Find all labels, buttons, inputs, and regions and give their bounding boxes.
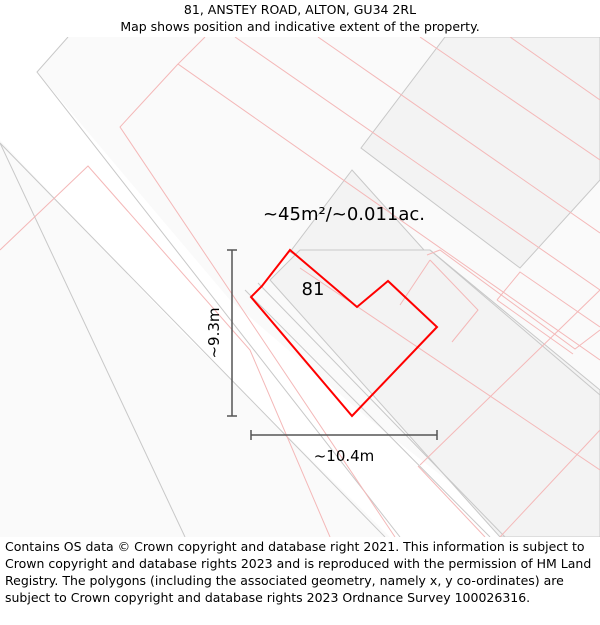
road-edges — [244, 249, 600, 537]
width-dimension-label: ~10.4m — [314, 447, 375, 465]
building-block-lower — [269, 249, 600, 537]
height-dimension-label: ~9.3m — [205, 307, 223, 358]
map-header: 81, ANSTEY ROAD, ALTON, GU34 2RL Map sho… — [0, 0, 600, 37]
map-canvas: ~45m²/~0.011ac. 81 ~9.3m ~10.4m — [0, 37, 600, 537]
property-address: 81, ANSTEY ROAD, ALTON, GU34 2RL — [183, 2, 417, 17]
map-subtitle: Map shows position and indicative extent… — [120, 19, 480, 34]
property-map[interactable]: ~45m²/~0.011ac. 81 ~9.3m ~10.4m — [0, 37, 600, 537]
area-label: ~45m²/~0.011ac. — [263, 204, 425, 225]
building-outlines — [0, 37, 401, 537]
height-dimension-line — [227, 249, 237, 417]
building-block-upper — [360, 37, 600, 269]
plot-number-label: 81 — [302, 279, 325, 300]
copyright-attribution: Contains OS data © Crown copyright and d… — [5, 539, 592, 605]
property-boundary[interactable] — [249, 248, 439, 418]
width-dimension-line — [250, 430, 438, 440]
